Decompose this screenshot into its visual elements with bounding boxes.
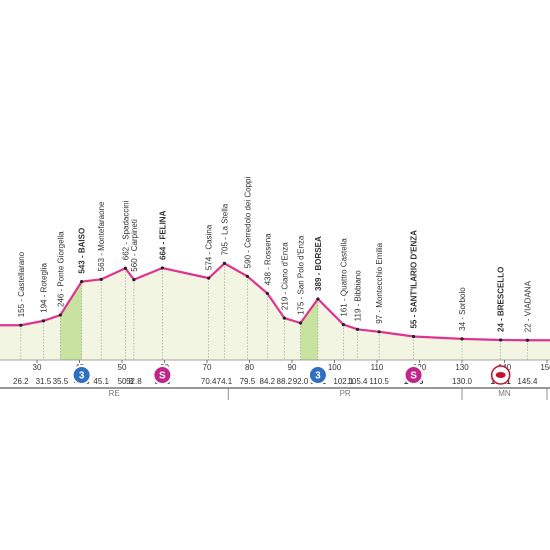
point xyxy=(411,334,416,339)
town-label: 22 - VIADANA xyxy=(523,280,532,332)
point xyxy=(341,322,346,327)
region-label: MN xyxy=(498,389,511,398)
x-tick-label: 80 xyxy=(245,363,254,372)
town-label: 97 - Montecchio Emilia xyxy=(375,242,384,323)
icon-label: S xyxy=(159,371,166,382)
icon xyxy=(71,365,92,385)
x-tick-label: 70 xyxy=(203,363,212,372)
point xyxy=(160,266,164,270)
icon xyxy=(403,365,424,385)
town-label: 246 - Ponte Giorgella xyxy=(56,231,65,307)
town-label: 389 - BORSEA xyxy=(314,236,323,291)
town-label: 590 - Cerredolo dei Coppi xyxy=(243,176,252,268)
distance-label: 130.0 xyxy=(452,377,473,386)
point xyxy=(123,266,127,270)
x-tick-label: 150 xyxy=(540,363,550,372)
point xyxy=(207,276,211,280)
town-label: 662 - Spadaccini xyxy=(121,200,130,260)
distance-label: 26.2 xyxy=(13,377,29,386)
icon xyxy=(307,365,328,385)
town-label: 219 - Ciano d'Enza xyxy=(280,242,289,310)
icon-label: S xyxy=(410,371,417,382)
profile-line xyxy=(0,262,550,342)
town-label: 55 - SANT'ILARIO D'ENZA xyxy=(410,230,419,329)
distance-label: 52.8 xyxy=(126,377,142,386)
town-label: 175 - San Polo d'Enza xyxy=(297,235,306,315)
point xyxy=(316,297,320,301)
climb-area xyxy=(300,298,318,360)
icon-label: 3 xyxy=(79,371,85,382)
distance-label: 145.4 xyxy=(517,377,538,386)
distance-label: 105.4 xyxy=(347,377,368,386)
point xyxy=(132,278,136,282)
point xyxy=(80,280,84,284)
town-label: 543 - BAISO xyxy=(78,228,87,274)
x-tick-label: 30 xyxy=(33,363,42,372)
region-label: PR xyxy=(340,389,351,398)
town-label: 155 - Castellarano xyxy=(17,251,26,317)
region-label: RE xyxy=(109,389,120,398)
distance-label: 110.5 xyxy=(369,377,389,386)
point xyxy=(265,291,269,296)
point xyxy=(99,277,103,281)
town-label: 563 - Montefaraone xyxy=(97,201,106,271)
distance-label: 74.1 xyxy=(217,377,233,386)
point xyxy=(377,330,381,334)
town-label: 161 - Quattro Castella xyxy=(339,238,348,317)
point xyxy=(298,321,303,325)
bonus-icon-mark xyxy=(495,372,506,378)
point xyxy=(19,323,23,327)
point xyxy=(460,337,464,341)
point xyxy=(499,338,503,342)
distance-label: 35.5 xyxy=(53,377,69,386)
distance-label: 79.5 xyxy=(240,377,256,386)
town-label: 438 - Rossena xyxy=(263,233,272,286)
town-label: 194 - Roteglia xyxy=(39,263,48,313)
x-tick-label: 100 xyxy=(328,363,342,372)
point xyxy=(58,313,62,317)
icon-label: 3 xyxy=(315,371,321,382)
point xyxy=(245,274,249,278)
town-label: 705 - La Stella xyxy=(220,203,229,255)
distance-label: 102.1 xyxy=(333,377,354,386)
point xyxy=(41,319,45,323)
climb-area xyxy=(60,281,82,360)
profile-area xyxy=(0,263,550,360)
distance-label: 45.1 xyxy=(93,377,109,386)
x-tick-label: 110 xyxy=(371,363,384,372)
x-tick-label: 90 xyxy=(288,363,297,372)
x-tick-label: 50 xyxy=(118,363,127,372)
town-label: 34 - Sorbolo xyxy=(458,287,467,331)
distance-label: 92.0 xyxy=(293,377,309,386)
icon xyxy=(152,365,173,385)
distance-label: 84.2 xyxy=(260,377,276,386)
distance-label: 50.8 xyxy=(118,377,134,386)
distance-label: 31.5 xyxy=(36,377,52,386)
point xyxy=(355,327,360,331)
town-label: 560 - Carpineti xyxy=(130,219,139,272)
distance-label: 88.2 xyxy=(277,377,293,386)
distance-label: 70.4 xyxy=(201,377,217,386)
point xyxy=(525,338,530,342)
point xyxy=(222,261,227,265)
x-tick-label: 130 xyxy=(455,363,469,372)
point xyxy=(282,316,286,320)
town-label: 574 - Casina xyxy=(205,224,214,270)
town-label: 119 - Bibbiano xyxy=(353,270,362,322)
town-label: 664 - FELINA xyxy=(158,210,167,260)
town-label: 24 - BRESCELLO xyxy=(497,267,506,332)
